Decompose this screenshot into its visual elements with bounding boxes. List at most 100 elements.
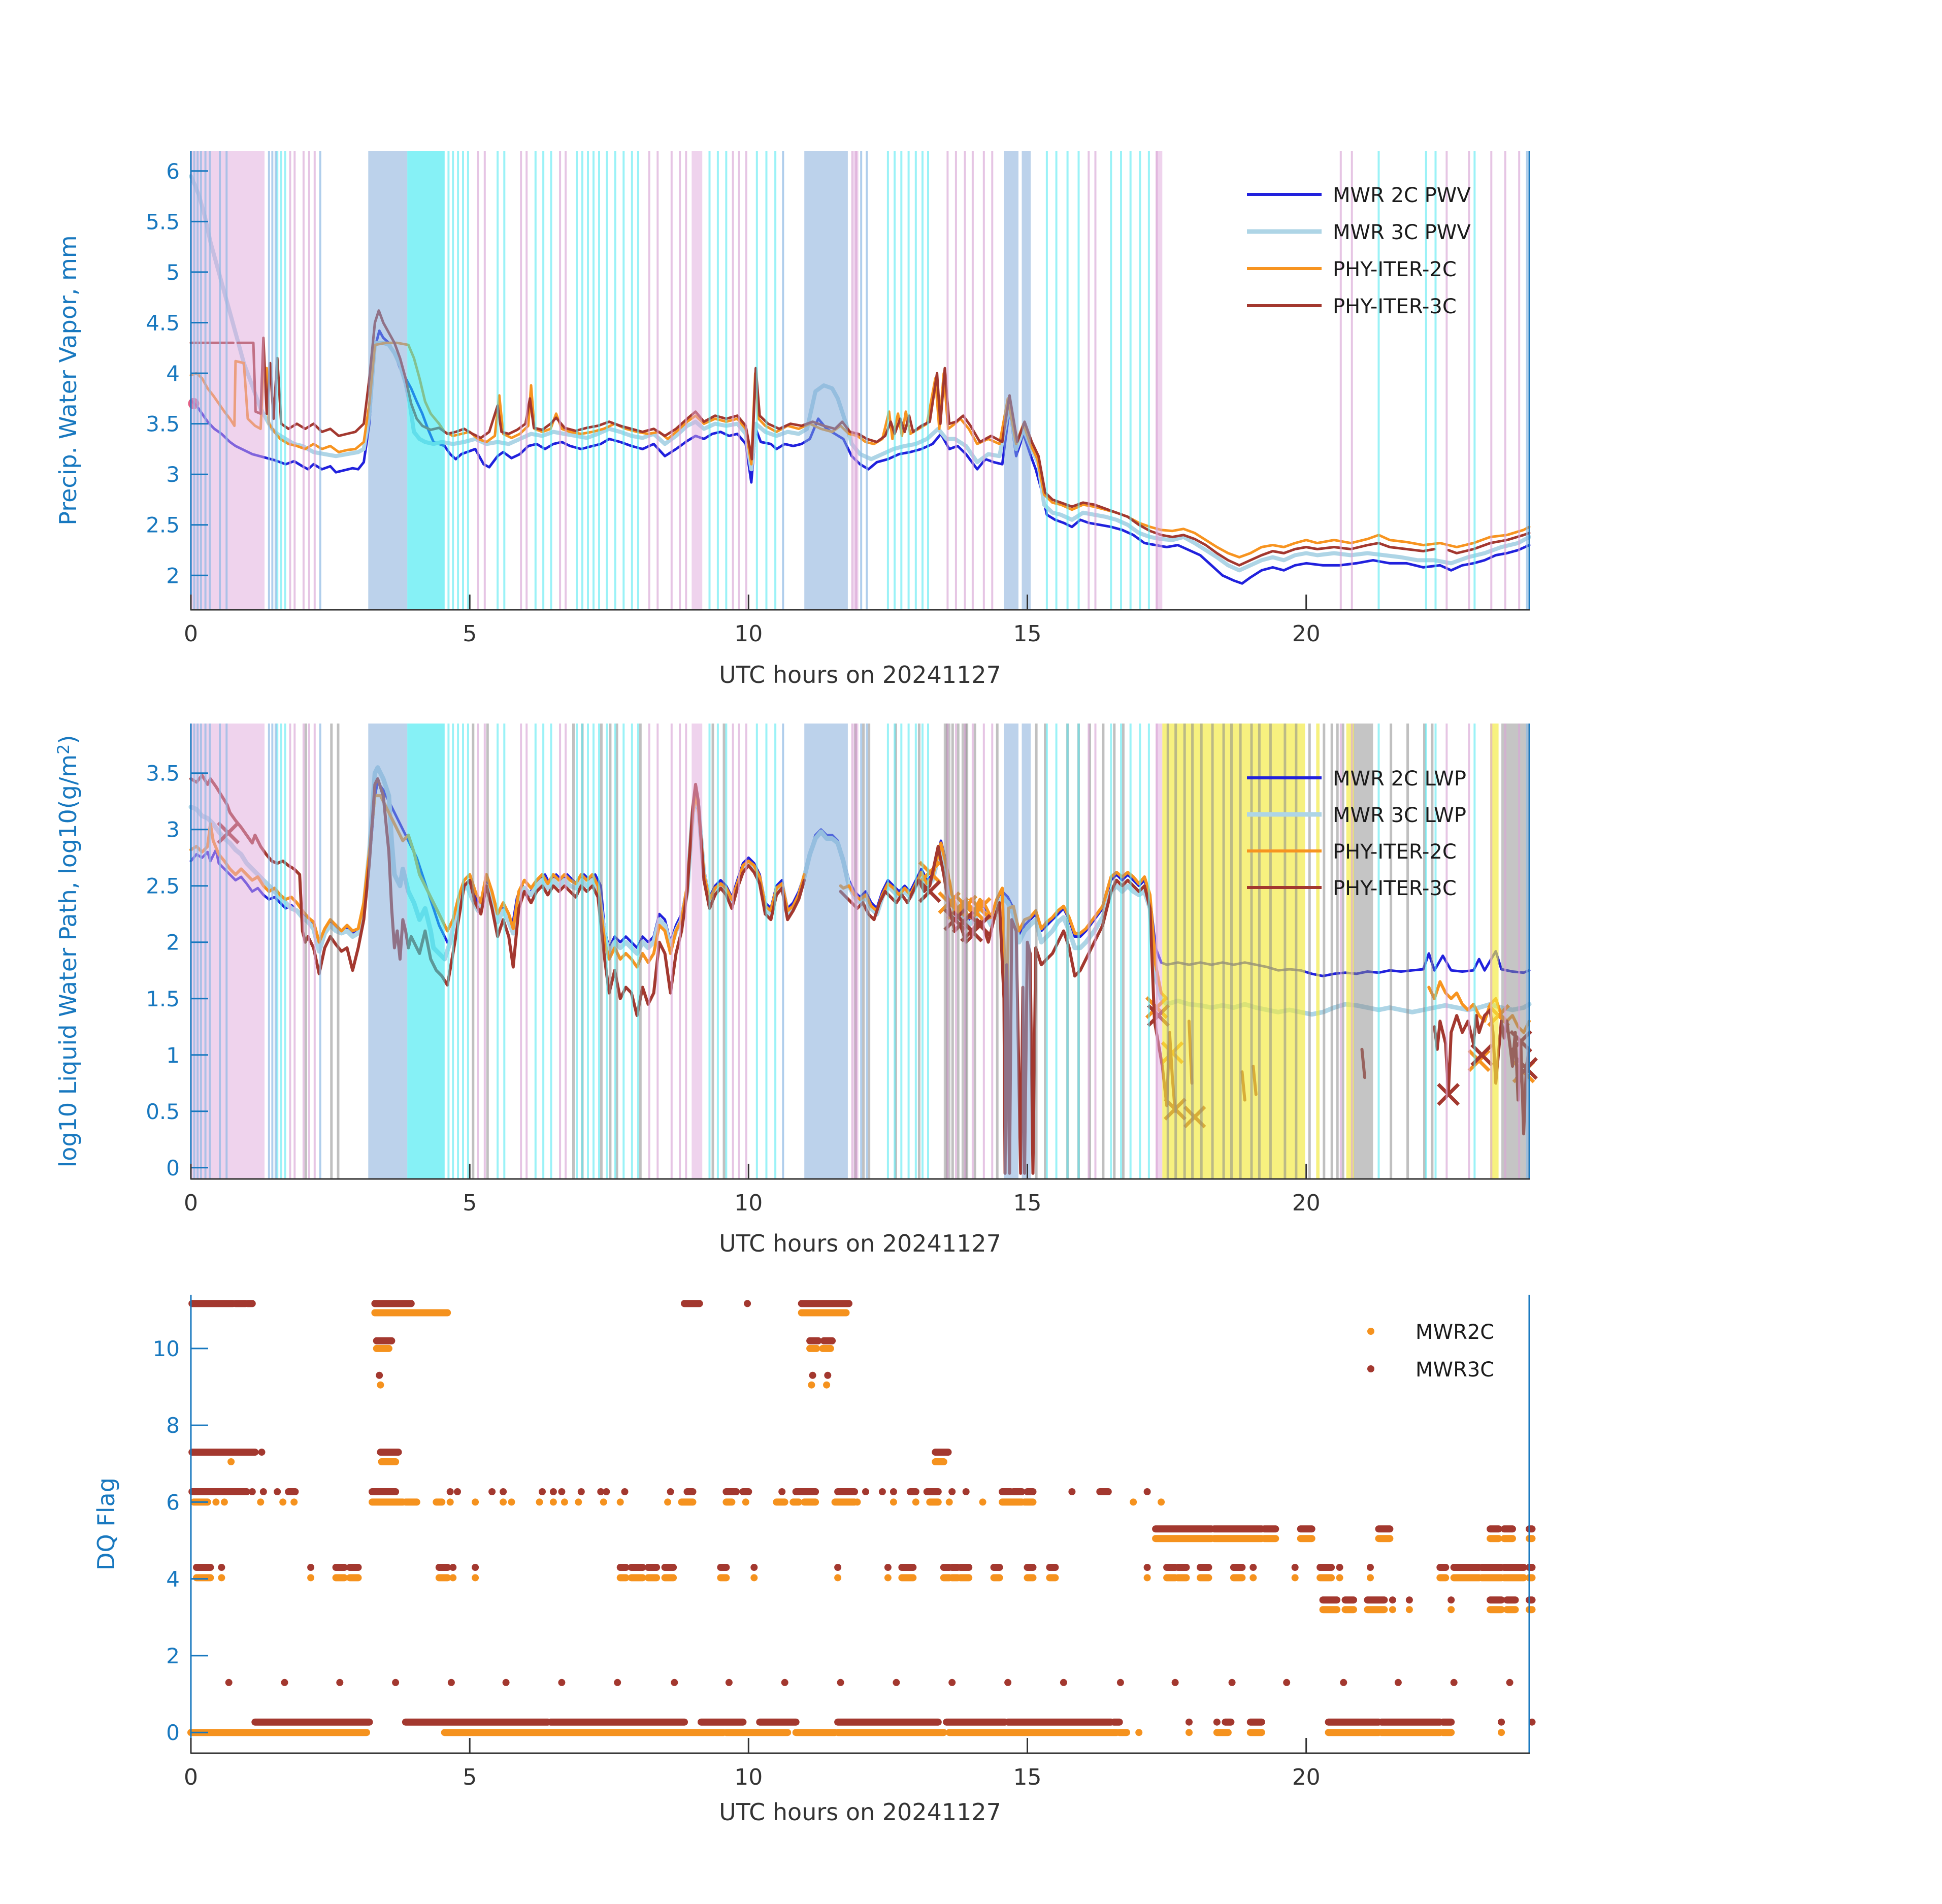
- legend-flag: MWR2C MWR3C: [1367, 1321, 1494, 1382]
- flag-dot-mwr2c: [536, 1498, 543, 1506]
- flag-dot-mwr2c: [890, 1498, 897, 1506]
- plot-lwp: [188, 724, 1538, 1179]
- flag-dot-mwr2c: [1249, 1574, 1257, 1582]
- flag-dot-mwr2c: [472, 1574, 479, 1582]
- x-tick-label: 10: [734, 1190, 763, 1216]
- flag-dot-mwr2c: [1405, 1606, 1413, 1614]
- flag-dot-mwr3c: [962, 1488, 970, 1495]
- flag-dot-mwr2c: [561, 1498, 568, 1506]
- x-tick-label: 20: [1292, 1764, 1321, 1790]
- flag-dot-mwr3c: [1283, 1679, 1291, 1686]
- legend-dot: [1367, 1365, 1374, 1372]
- y-tick-label: 3: [166, 462, 180, 487]
- plot-pwv: [188, 151, 1531, 610]
- y-tick-label: 2.5: [146, 874, 180, 899]
- y-tick-label: 2.5: [146, 513, 180, 538]
- flag-dot-mwr3c: [948, 1488, 956, 1495]
- flag-dot-mwr3c: [1528, 1718, 1536, 1726]
- flag-dot-mwr2c: [664, 1498, 672, 1506]
- flag-dot-mwr2c: [853, 1498, 861, 1506]
- flag-dot-mwr3c: [1405, 1596, 1413, 1604]
- flag-dot-mwr2c: [808, 1381, 815, 1389]
- y-tick-label: 6: [166, 1490, 180, 1515]
- flag-dot-mwr3c: [884, 1564, 892, 1571]
- band-steelblue: [1022, 151, 1031, 610]
- legend-label: MWR 3C PWV: [1333, 221, 1471, 244]
- flag-dot-mwr2c: [257, 1498, 265, 1506]
- xlabel-pwv: UTC hours on 20241127: [719, 661, 1001, 688]
- legend-label: MWR 2C PWV: [1333, 184, 1471, 207]
- flag-dot-mwr2c: [279, 1498, 287, 1506]
- flag-dot-mwr2c: [1135, 1729, 1143, 1736]
- flag-dot-mwr3c: [259, 1488, 267, 1495]
- y-tick-label: 2: [166, 563, 180, 588]
- flag-dot-mwr3c: [549, 1488, 557, 1495]
- flag-dot-mwr3c: [1143, 1564, 1151, 1571]
- y-tick-label: 0: [166, 1156, 180, 1180]
- flag-dot-mwr2c: [1336, 1574, 1343, 1582]
- flag-dot-mwr3c: [1060, 1679, 1067, 1686]
- flag-dot-mwr3c: [878, 1488, 886, 1495]
- x-tick-label: 10: [734, 621, 763, 647]
- flag-dot-mwr3c: [558, 1488, 566, 1495]
- flag-dot-mwr3c: [1498, 1718, 1505, 1726]
- y-tick-label: 3.5: [146, 412, 180, 437]
- y-tick-label: 3: [166, 817, 180, 842]
- flag-dot-mwr3c: [336, 1679, 344, 1686]
- y-tick-label: 2: [166, 1644, 180, 1668]
- legend-dot: [1367, 1328, 1374, 1335]
- flag-dot-mwr2c: [220, 1498, 228, 1506]
- flag-dot-mwr3c: [502, 1679, 510, 1686]
- flag-dot-mwr3c: [1116, 1679, 1124, 1686]
- flag-dot-mwr3c: [778, 1488, 786, 1495]
- band-steelblue: [804, 724, 848, 1179]
- plot-flag: [187, 1300, 1536, 1736]
- flag-dot-mwr3c: [893, 1679, 900, 1686]
- flag-dot-mwr2c: [884, 1574, 892, 1582]
- flag-dot-mwr3c: [225, 1679, 233, 1686]
- legend-lwp: MWR 2C LWP MWR 3C LWP PHY-ITER-2C PHY-ITER-…: [1247, 767, 1466, 900]
- band-pink: [191, 724, 265, 1179]
- flag-dot-mwr2c: [449, 1574, 457, 1582]
- flag-dot-mwr3c: [824, 1371, 832, 1379]
- flag-dot-mwr2c: [834, 1574, 842, 1582]
- flag-dot-mwr3c: [1186, 1718, 1193, 1726]
- x-tick-label: 15: [1013, 1764, 1042, 1790]
- flag-dot-mwr2c: [575, 1498, 582, 1506]
- flag-dot-mwr3c: [281, 1679, 288, 1686]
- xlabel-flag: UTC hours on 20241127: [719, 1798, 1001, 1826]
- flag-dot-mwr2c: [549, 1498, 557, 1506]
- band-yellow: [1316, 724, 1320, 1179]
- band-gray: [1354, 724, 1373, 1179]
- flag-dot-mwr2c: [1447, 1606, 1455, 1614]
- flag-dot-mwr2c: [307, 1574, 315, 1582]
- flag-dot-mwr3c: [1447, 1596, 1455, 1604]
- flag-dot-mwr3c: [488, 1488, 496, 1495]
- axes-pwv: 2 2.5 3 3.5 4 4.5 5 5.5 6 0 5 10 15 20 UTC hours on 20…: [54, 151, 1530, 688]
- x-tick-label: 5: [463, 1764, 477, 1790]
- y-tick-label: 4: [166, 361, 180, 386]
- y-tick-label: 0: [166, 1720, 180, 1745]
- band-yellow: [1162, 724, 1305, 1179]
- x-tick-label: 10: [734, 1764, 763, 1790]
- series-pwv-mwr-3c-pwv: [189, 174, 1531, 573]
- flag-dot-mwr3c: [1213, 1718, 1221, 1726]
- y-tick-label: 8: [166, 1413, 180, 1438]
- x-tick-label: 0: [184, 621, 198, 647]
- flag-dot-mwr3c: [449, 1564, 457, 1571]
- flag-dot-mwr3c: [1143, 1488, 1151, 1495]
- ylabel-flag: DQ Flag: [92, 1478, 120, 1570]
- flag-dot-mwr3c: [1389, 1596, 1396, 1604]
- flag-dot-mwr3c: [614, 1679, 621, 1686]
- flag-dot-mwr3c: [577, 1488, 585, 1495]
- flag-dot-mwr3c: [1340, 1679, 1347, 1686]
- flag-dot-mwr3c: [725, 1679, 733, 1686]
- x-tick-label: 20: [1292, 1190, 1321, 1216]
- x-tick-label: 15: [1013, 1190, 1042, 1216]
- x-tick-label: 5: [463, 1190, 477, 1216]
- flag-dot-mwr3c: [248, 1488, 256, 1495]
- x-tick-label: 20: [1292, 621, 1321, 647]
- flag-dot-mwr2c: [377, 1381, 384, 1389]
